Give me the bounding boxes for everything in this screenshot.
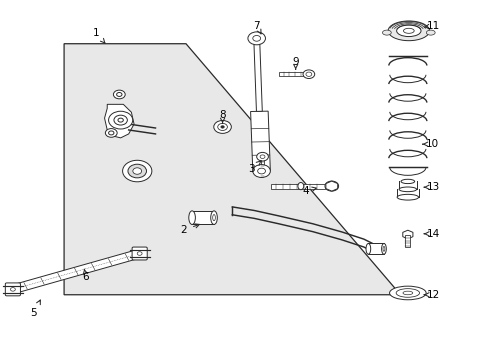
Polygon shape [250, 111, 270, 171]
Ellipse shape [396, 25, 420, 37]
Text: 14: 14 [424, 229, 439, 239]
Ellipse shape [389, 286, 425, 300]
Circle shape [108, 111, 132, 129]
Text: 5: 5 [30, 300, 40, 318]
Polygon shape [64, 44, 400, 295]
Ellipse shape [382, 30, 390, 35]
Ellipse shape [403, 28, 413, 33]
Bar [192, 211, 214, 225]
Bar [260, 157, 264, 176]
Circle shape [221, 126, 224, 128]
Ellipse shape [426, 30, 434, 35]
Ellipse shape [297, 183, 303, 190]
Text: 8: 8 [219, 111, 225, 123]
Ellipse shape [387, 21, 428, 41]
Circle shape [137, 252, 142, 255]
Circle shape [105, 129, 117, 137]
Text: 6: 6 [82, 269, 89, 282]
Bar [271, 184, 325, 189]
Text: 10: 10 [422, 139, 438, 149]
Text: 2: 2 [180, 224, 199, 235]
Text: 4: 4 [302, 186, 316, 196]
Bar [405, 234, 409, 247]
Ellipse shape [396, 194, 418, 200]
Ellipse shape [210, 211, 217, 225]
Ellipse shape [402, 291, 412, 295]
Circle shape [128, 164, 146, 178]
Ellipse shape [398, 187, 416, 192]
Circle shape [257, 168, 265, 174]
Circle shape [305, 72, 311, 76]
Circle shape [325, 181, 338, 191]
Text: 12: 12 [424, 290, 439, 300]
Polygon shape [253, 38, 262, 111]
Ellipse shape [365, 243, 370, 254]
Circle shape [303, 70, 314, 78]
FancyBboxPatch shape [132, 247, 147, 260]
Circle shape [118, 118, 123, 122]
Circle shape [217, 123, 227, 130]
FancyBboxPatch shape [5, 283, 20, 296]
Text: 9: 9 [292, 57, 298, 69]
Ellipse shape [382, 247, 384, 251]
Polygon shape [104, 104, 134, 138]
Text: 13: 13 [424, 182, 439, 192]
Circle shape [116, 93, 122, 96]
Ellipse shape [395, 289, 419, 297]
Text: 11: 11 [424, 21, 439, 31]
Circle shape [213, 121, 231, 134]
Circle shape [247, 32, 265, 45]
Bar [367, 243, 383, 254]
Circle shape [133, 168, 142, 174]
Ellipse shape [400, 179, 414, 184]
Circle shape [108, 131, 114, 135]
Polygon shape [11, 249, 142, 293]
Text: 7: 7 [253, 21, 261, 34]
Circle shape [252, 165, 270, 177]
Text: 3: 3 [248, 161, 261, 174]
Circle shape [260, 155, 264, 158]
Circle shape [114, 115, 127, 125]
Circle shape [113, 90, 125, 99]
Text: 1: 1 [92, 28, 105, 43]
Ellipse shape [188, 211, 195, 225]
Circle shape [10, 288, 15, 291]
Ellipse shape [381, 243, 386, 254]
Circle shape [252, 36, 260, 41]
Ellipse shape [212, 215, 215, 221]
Circle shape [256, 152, 268, 161]
Bar [278, 72, 303, 76]
Circle shape [122, 160, 152, 182]
